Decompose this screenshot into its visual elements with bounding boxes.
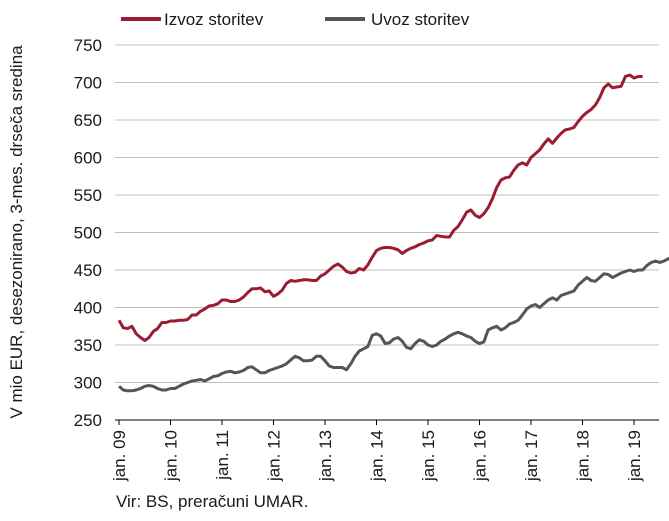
x-axis-ticks: jan. 09 jan. 10 jan. 11 jan. 12 jan. 13 jan. … xyxy=(110,420,644,482)
legend: Izvoz storitev Uvoz storitev xyxy=(121,10,470,29)
x-tick-label: jan. 09 xyxy=(110,430,129,482)
source-note: Vir: BS, preračuni UMAR. xyxy=(116,492,309,511)
series-lines xyxy=(117,73,669,393)
x-tick-label: jan. 15 xyxy=(419,430,438,482)
y-tick-label: 500 xyxy=(74,224,102,243)
x-tick-label: jan. 12 xyxy=(265,430,284,482)
y-tick-label: 650 xyxy=(74,111,102,130)
y-axis-ticks: 250 300 350 400 450 500 550 600 650 700 750 xyxy=(74,36,102,430)
series-line-izvoz xyxy=(117,73,643,342)
x-tick-label: jan. 19 xyxy=(625,430,644,482)
y-tick-label: 300 xyxy=(74,374,102,393)
x-tick-label: jan. 10 xyxy=(162,430,181,482)
legend-label-izvoz: Izvoz storitev xyxy=(164,10,264,29)
y-axis-title: V mio EUR, desezonirano, 3-mes. drseča s… xyxy=(7,45,26,419)
y-tick-label: 550 xyxy=(74,186,102,205)
y-tick-label: 450 xyxy=(74,261,102,280)
y-tick-label: 350 xyxy=(74,336,102,355)
y-tick-label: 400 xyxy=(74,299,102,318)
legend-label-uvoz: Uvoz storitev xyxy=(371,10,470,29)
y-tick-label: 600 xyxy=(74,149,102,168)
y-tick-label: 250 xyxy=(74,411,102,430)
x-tick-label: jan. 13 xyxy=(316,430,335,482)
x-tick-label: jan. 11 xyxy=(213,430,232,481)
x-tick-label: jan. 17 xyxy=(522,430,541,482)
x-tick-label: jan. 18 xyxy=(574,430,593,482)
gridlines xyxy=(115,44,659,383)
series-line-uvoz xyxy=(118,256,669,393)
y-tick-label: 750 xyxy=(74,36,102,55)
x-tick-label: jan. 14 xyxy=(368,430,387,482)
x-tick-label: jan. 16 xyxy=(471,430,490,482)
y-tick-label: 700 xyxy=(74,74,102,93)
